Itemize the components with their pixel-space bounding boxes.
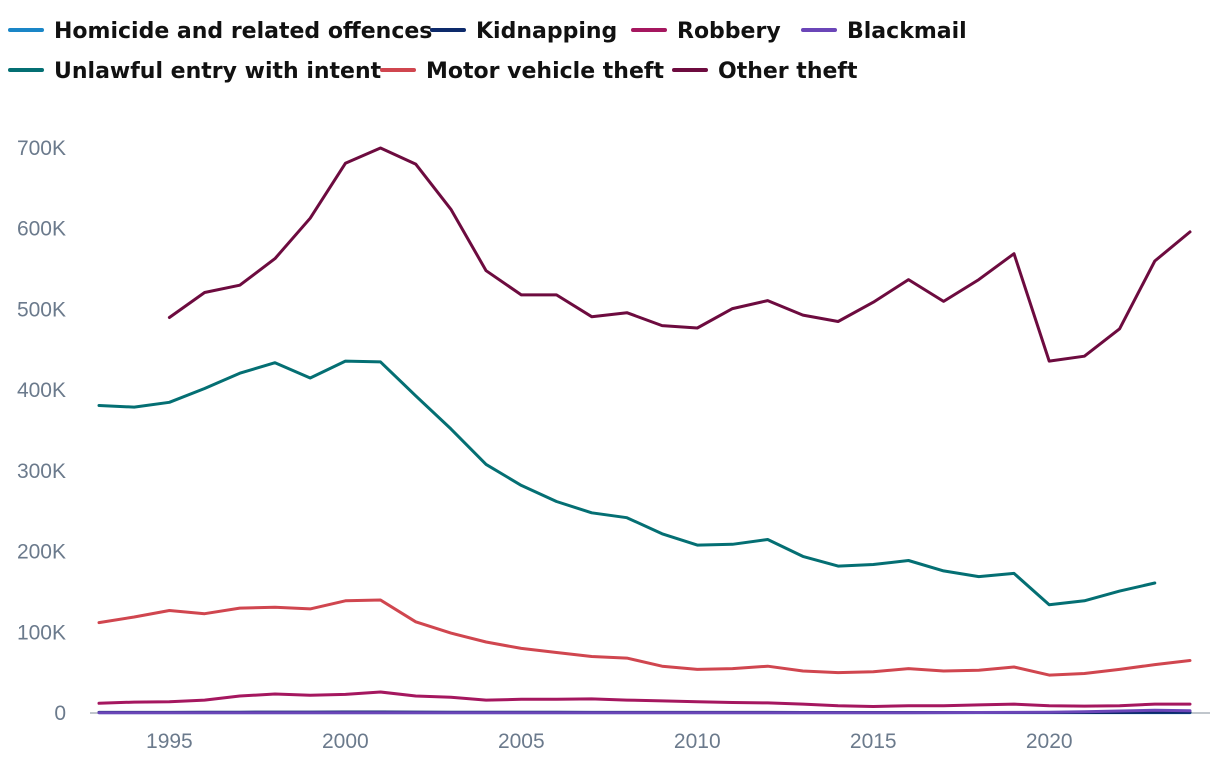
x-tick-label-2010: 2010 [674, 730, 721, 753]
series-line-robbery [97, 690, 1192, 708]
legend-item-unlawful-entry-with-intent[interactable]: Unlawful entry with intent [8, 59, 382, 84]
legend-label: Other theft [718, 59, 858, 84]
legend-item-homicide-and-related-offences[interactable]: Homicide and related offences [8, 19, 432, 44]
legend-label: Kidnapping [476, 19, 617, 44]
series-line-blackmail [97, 708, 1192, 715]
y-tick-label-500k: 500K [17, 298, 66, 321]
x-axis: 1995 2000 2005 2010 2015 2020 [90, 712, 1210, 753]
x-tick-label-2015: 2015 [850, 730, 897, 753]
legend-item-motor-vehicle-theft[interactable]: Motor vehicle theft [380, 59, 664, 84]
y-tick-label-700k: 700K [17, 137, 66, 160]
series-line-other-theft [167, 146, 1192, 363]
y-tick-label-300k: 300K [17, 460, 66, 483]
y-tick-label-0: 0 [54, 702, 66, 725]
legend-label: Unlawful entry with intent [54, 59, 382, 84]
legend-item-kidnapping[interactable]: Kidnapping [430, 19, 617, 44]
y-axis: 0 100K 200K 300K 400K 500K 600K 700K [17, 137, 66, 725]
series-line-unlawful-entry-with-intent [97, 359, 1157, 607]
series-lines [97, 146, 1192, 715]
x-tick-label-1995: 1995 [146, 730, 193, 753]
chart-legend: Homicide and related offences Kidnapping R… [8, 19, 967, 84]
legend-label: Motor vehicle theft [426, 59, 664, 84]
y-tick-label-600k: 600K [17, 218, 66, 241]
y-tick-label-400k: 400K [17, 379, 66, 402]
x-tick-label-2020: 2020 [1026, 730, 1073, 753]
legend-label: Homicide and related offences [54, 19, 432, 44]
x-tick-label-2000: 2000 [322, 730, 369, 753]
y-tick-label-200k: 200K [17, 541, 66, 564]
series-line-motor-vehicle-theft [97, 598, 1192, 677]
legend-item-robbery[interactable]: Robbery [631, 19, 781, 44]
legend-label: Robbery [677, 19, 781, 44]
legend-item-other-theft[interactable]: Other theft [672, 59, 858, 84]
y-tick-label-100k: 100K [17, 621, 66, 644]
legend-item-blackmail[interactable]: Blackmail [801, 19, 967, 44]
legend-label: Blackmail [847, 19, 967, 44]
x-tick-label-2005: 2005 [498, 730, 545, 753]
